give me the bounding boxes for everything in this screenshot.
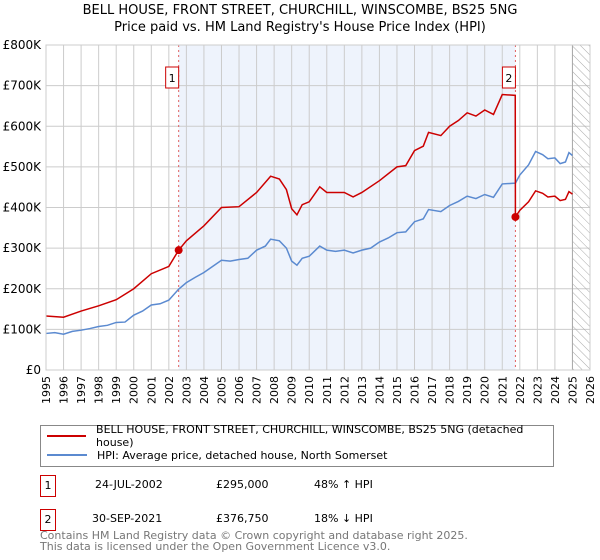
footer: Contains HM Land Registry data © Crown c… xyxy=(40,530,468,552)
sale-hpi: 48% ↑ HPI xyxy=(314,478,373,491)
x-tick-label: 2017 xyxy=(426,376,439,404)
legend: BELL HOUSE, FRONT STREET, CHURCHILL, WIN… xyxy=(40,423,554,467)
chart-subtitle: Price paid vs. HM Land Registry's House … xyxy=(114,20,486,35)
sale-marker: 2 xyxy=(40,509,56,531)
x-tick-label: 2005 xyxy=(215,376,228,404)
x-tick-label: 2002 xyxy=(163,376,176,404)
x-tick-label: 2010 xyxy=(303,376,316,404)
sale-hpi: 18% ↓ HPI xyxy=(314,512,373,525)
x-tick-label: 2025 xyxy=(566,376,579,404)
x-tick-label: 2011 xyxy=(321,376,334,404)
footer-line: Contains HM Land Registry data © Crown c… xyxy=(40,529,468,542)
sale-marker: 1 xyxy=(40,475,56,497)
chart-svg: 1995 1996 1997 1998 1999 2000 2001 2002 2003 2004… xyxy=(3,38,597,404)
series-line-property xyxy=(45,93,573,318)
y-tick-label: £400K xyxy=(3,201,43,215)
x-tick-label: 2003 xyxy=(180,376,193,404)
sale-price: £295,000 xyxy=(216,478,269,491)
footer-line: This data is licensed under the Open Gov… xyxy=(40,540,391,553)
x-tick-label: 1999 xyxy=(110,376,123,404)
sale-date: 24-JUL-2002 xyxy=(95,478,163,491)
x-tick-label: 2016 xyxy=(409,376,422,404)
annotation-box xyxy=(165,66,180,89)
forecast-hatch xyxy=(571,44,591,371)
x-tick-label: 2001 xyxy=(145,376,158,404)
legend-label: HPI: Average price, detached house, Nort… xyxy=(97,448,388,462)
sale-point xyxy=(511,212,520,221)
x-tick-label: 1996 xyxy=(58,376,71,404)
x-tick-label: 2019 xyxy=(461,376,474,404)
x-tick-label: 2009 xyxy=(286,376,299,404)
plot-frame xyxy=(45,44,591,371)
y-tick-label: £800K xyxy=(3,38,43,52)
x-tick-label: 2021 xyxy=(496,376,509,404)
y-tick-label: £100K xyxy=(3,322,43,336)
annotation-label: 1 xyxy=(169,72,176,85)
x-tick-label: 2004 xyxy=(198,376,211,404)
series-line-hpi xyxy=(45,150,573,336)
annotation-box xyxy=(501,66,516,89)
y-tick-label: £300K xyxy=(3,241,43,255)
x-tick-label: 2013 xyxy=(356,376,369,404)
y-tick-label: £500K xyxy=(3,160,43,174)
x-tick-label: 2007 xyxy=(251,376,264,404)
sale-row: 1 24-JUL-2002 £295,000 48% ↑ HPI xyxy=(40,475,600,497)
y-tick-label: £200K xyxy=(3,282,43,296)
sale-row: 2 30-SEP-2021 £376,750 18% ↓ HPI xyxy=(40,509,600,531)
y-tick-label: £700K xyxy=(3,79,43,93)
legend-item-property: BELL HOUSE, FRONT STREET, CHURCHILL, WIN… xyxy=(47,423,553,449)
y-tick-label: £0 xyxy=(26,363,41,377)
chart-title: BELL HOUSE, FRONT STREET, CHURCHILL, WIN… xyxy=(82,3,518,18)
sale-point xyxy=(174,246,183,255)
legend-item-hpi: HPI: Average price, detached house, Nort… xyxy=(47,447,387,463)
x-tick-label: 2008 xyxy=(268,376,281,404)
x-tick-label: 1995 xyxy=(40,376,53,404)
x-tick-label: 2014 xyxy=(373,376,386,404)
legend-swatch-red xyxy=(47,435,87,437)
x-tick-label: 2022 xyxy=(514,376,527,404)
x-tick-label: 2015 xyxy=(391,376,404,404)
x-tick-label: 2023 xyxy=(531,376,544,404)
x-tick-label: 2020 xyxy=(479,376,492,404)
x-tick-label: 1998 xyxy=(93,376,106,404)
sale-price: £376,750 xyxy=(216,512,269,525)
x-tick-label: 1997 xyxy=(75,376,88,404)
legend-swatch-blue xyxy=(47,454,87,456)
x-tick-label: 2000 xyxy=(128,376,141,404)
x-tick-label: 2024 xyxy=(549,376,562,404)
annotation-label: 2 xyxy=(505,72,512,85)
x-tick-label: 2018 xyxy=(444,376,457,404)
legend-label: BELL HOUSE, FRONT STREET, CHURCHILL, WIN… xyxy=(96,423,524,449)
x-tick-label: 2006 xyxy=(233,376,246,404)
x-tick-label: 2012 xyxy=(338,376,351,404)
x-tick-label: 2026 xyxy=(584,376,597,404)
y-tick-label: £600K xyxy=(3,119,43,133)
sale-date: 30-SEP-2021 xyxy=(92,512,163,525)
